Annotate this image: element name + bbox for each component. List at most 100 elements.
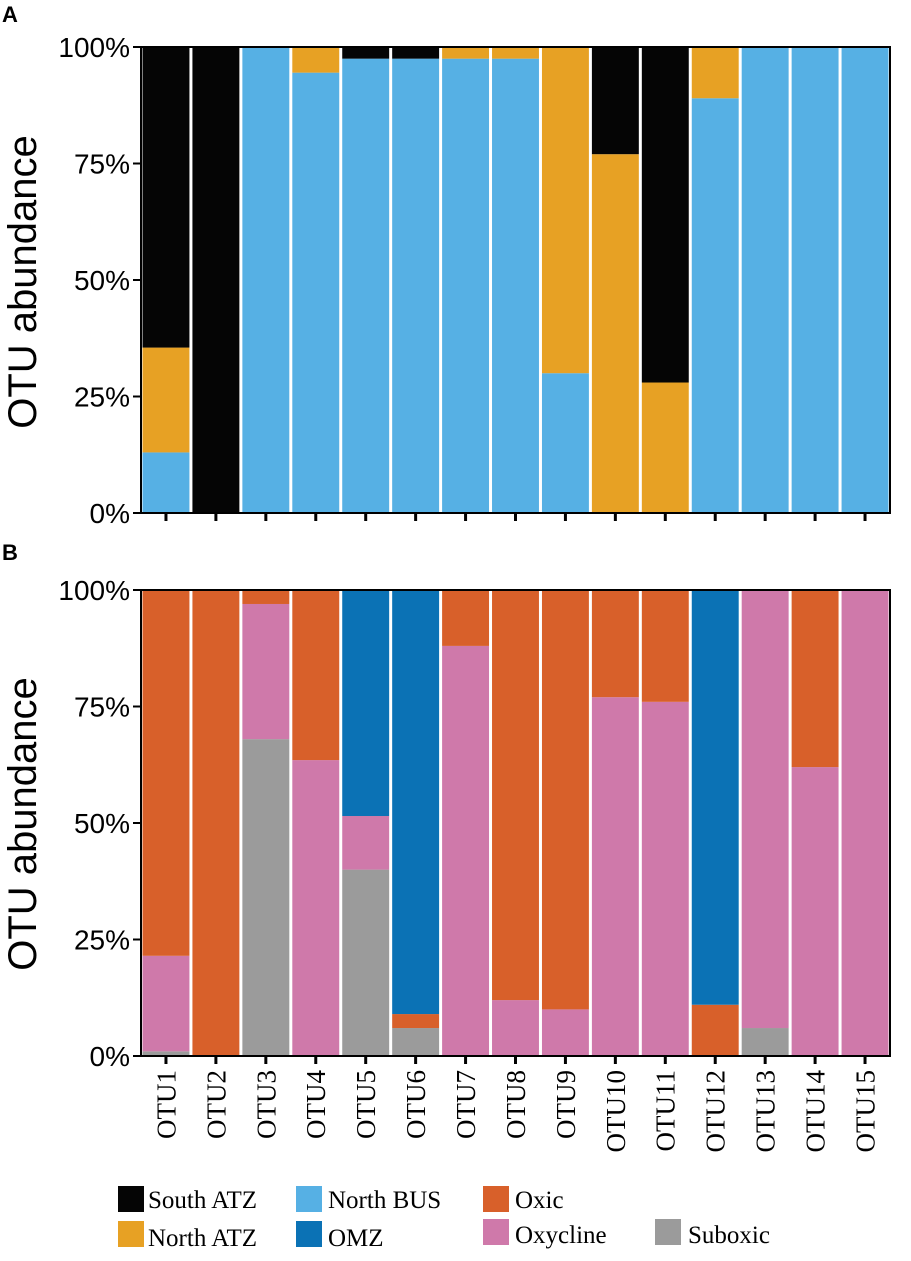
panel-b-xtick-label-otu11: OTU11 — [651, 1070, 681, 1152]
legend-item-north-atz: North ATZ — [118, 1221, 257, 1252]
legend-item-suboxic: Suboxic — [655, 1219, 770, 1249]
panel-b-bar-otu10-oxic — [591, 590, 639, 698]
panel-b-ytick-label: 0% — [90, 1041, 130, 1072]
panel-b-xtick-label-otu4: OTU4 — [301, 1070, 331, 1139]
panel-a-ytick-label: 100% — [58, 32, 130, 63]
panel-a-ytick-label: 25% — [74, 382, 130, 413]
panel-b-xtick-label-otu5: OTU5 — [351, 1070, 381, 1139]
legend-item-oxycline: Oxycline — [483, 1219, 607, 1249]
panel-a-bar-otu9-north-bus — [541, 373, 589, 513]
panel-b-xtick-label-otu14: OTU14 — [801, 1070, 831, 1153]
legend-label-north-atz: North ATZ — [148, 1225, 257, 1252]
panel-a-bar-otu8-north-atz — [492, 47, 539, 59]
panel-b-xtick-label-otu15: OTU15 — [850, 1070, 880, 1153]
panel-a-ytick-label: 0% — [90, 498, 130, 529]
panel-b-bar-otu9-oxic — [541, 590, 589, 1010]
panel-a-ytick-label: 50% — [74, 265, 130, 296]
legend-swatch-south-atz — [118, 1186, 144, 1212]
panel-b-bar-otu5-suboxic — [342, 869, 390, 1056]
legend-swatch-north-atz — [118, 1221, 144, 1247]
panel-b-bar-otu3-suboxic — [242, 739, 290, 1056]
panel-b-bar-otu5-oxycline — [342, 816, 390, 870]
panel-a-bar-otu13-north-bus — [741, 47, 789, 513]
panel-b-bar-otu2-oxic — [192, 590, 240, 1056]
panel-b-chart: 0% 25% 50% 75% 100% OTU1 OTU2 OTU3 OTU4 OTU5 OTU6 O… — [58, 575, 891, 1153]
panel-b-bar-otu13-suboxic — [741, 1028, 789, 1056]
panel-b-xtick-label-otu10: OTU10 — [601, 1070, 631, 1153]
panel-a-bar-otu12-north-bus — [691, 98, 739, 513]
panel-a-bar-otu2-south-atz — [192, 47, 240, 513]
panel-b-bar-otu11-oxycline — [641, 701, 689, 1056]
panel-a-bar-otu7-north-bus — [442, 58, 490, 514]
legend: South ATZ North BUS Oxic North ATZ OMZ O… — [118, 1186, 770, 1252]
legend-swatch-oxic — [483, 1186, 509, 1212]
panel-a-bar-otu5-north-bus — [342, 58, 390, 514]
legend-label-oxic: Oxic — [515, 1187, 564, 1214]
panel-b-xtick-label-otu3: OTU3 — [251, 1070, 281, 1139]
legend-item-oxic: Oxic — [483, 1186, 564, 1214]
panel-a-bar-otu4-north-atz — [292, 47, 340, 73]
panel-b-xtick-label-otu8: OTU8 — [501, 1070, 531, 1139]
panel-b-xtick-label-otu7: OTU7 — [451, 1070, 481, 1139]
panel-b-ytick-label: 50% — [74, 808, 130, 839]
panel-b-bar-otu12-oxic — [691, 1004, 739, 1056]
panel-a-ytick-label: 75% — [74, 149, 130, 180]
panel-a-bar-otu8-north-bus — [492, 58, 539, 514]
panel-b-bar-otu15-oxycline — [841, 590, 889, 1056]
panel-a-bar-otu10-north-atz — [591, 154, 639, 513]
panel-b-bar-otu14-oxic — [791, 590, 839, 768]
legend-label-omz: OMZ — [328, 1225, 384, 1252]
panel-b-bar-otu4-oxycline — [292, 760, 340, 1056]
panel-b-bar-otu6-suboxic — [392, 1028, 440, 1056]
panel-a-ylabel: OTU abundance — [1, 135, 45, 429]
panel-b-bar-otu9-oxycline — [541, 1009, 589, 1056]
legend-label-oxycline: Oxycline — [515, 1222, 607, 1249]
panel-b-ytick-label: 100% — [58, 575, 130, 606]
panel-b-bar-otu11-oxic — [641, 590, 689, 702]
panel-b-xtick-label-otu2: OTU2 — [201, 1070, 231, 1139]
panel-a-bar-otu12-north-atz — [691, 47, 739, 99]
panel-a-bar-otu11-north-atz — [641, 382, 689, 513]
legend-swatch-oxycline — [483, 1219, 509, 1245]
panel-b-bar-otu13-oxycline — [741, 590, 789, 1029]
panel-b-bar-otu6-omz — [392, 590, 440, 1015]
panel-b-ylabel: OTU abundance — [1, 677, 45, 971]
panel-b-bar-otu6-oxic — [392, 1014, 440, 1029]
panel-b-xtick-label-otu13: OTU13 — [751, 1070, 781, 1153]
panel-b-bar-otu3-oxycline — [242, 603, 290, 740]
panel-b-bar-otu1-oxycline — [142, 955, 190, 1052]
legend-label-suboxic: Suboxic — [688, 1222, 770, 1249]
legend-label-north-bus: North BUS — [328, 1187, 441, 1214]
panel-a-chart: 0% 25% 50% 75% 100% — [58, 32, 891, 529]
panel-a-bar-otu4-north-bus — [292, 72, 340, 513]
legend-swatch-north-bus — [296, 1186, 322, 1212]
panel-a-bar-otu5-south-atz — [342, 47, 390, 59]
panel-a-bar-otu1-north-atz — [142, 347, 190, 453]
panel-b-bar-otu1-suboxic — [142, 1051, 190, 1056]
panel-b-xtick-label-otu12: OTU12 — [701, 1070, 731, 1153]
panel-b-xtick-label-otu6: OTU6 — [401, 1070, 431, 1139]
panel-a-bar-otu7-north-atz — [442, 47, 490, 59]
panel-a-bar-otu10-south-atz — [591, 47, 639, 155]
legend-item-omz: OMZ — [296, 1221, 384, 1252]
panel-b-bar-otu10-oxycline — [591, 697, 639, 1056]
panel-b-ytick-label: 75% — [74, 692, 130, 723]
panel-b-bar-otu7-oxic — [442, 590, 490, 646]
panel-a-bar-otu11-south-atz — [641, 47, 689, 383]
panel-b-bar-otu1-oxic — [142, 590, 190, 956]
panel-b-bar-otu8-oxic — [492, 590, 539, 1001]
panel-a-bar-otu6-south-atz — [392, 47, 440, 59]
legend-item-north-bus: North BUS — [296, 1186, 441, 1214]
panel-a-bar-otu9-north-atz — [541, 47, 589, 374]
panel-a-bar-otu14-north-bus — [791, 47, 839, 513]
panel-a-bar-otu6-north-bus — [392, 58, 440, 514]
panel-b-bar-otu7-oxycline — [442, 645, 490, 1056]
panel-b-bar-otu5-omz — [342, 590, 390, 817]
legend-swatch-suboxic — [655, 1219, 681, 1245]
panel-b-bar-otu3-oxic — [242, 590, 290, 604]
panel-b-bar-otu8-oxycline — [492, 1000, 539, 1056]
legend-label-south-atz: South ATZ — [148, 1187, 257, 1214]
panel-a-bar-otu1-south-atz — [142, 47, 190, 348]
panel-b-bar-otu14-oxycline — [791, 767, 839, 1056]
